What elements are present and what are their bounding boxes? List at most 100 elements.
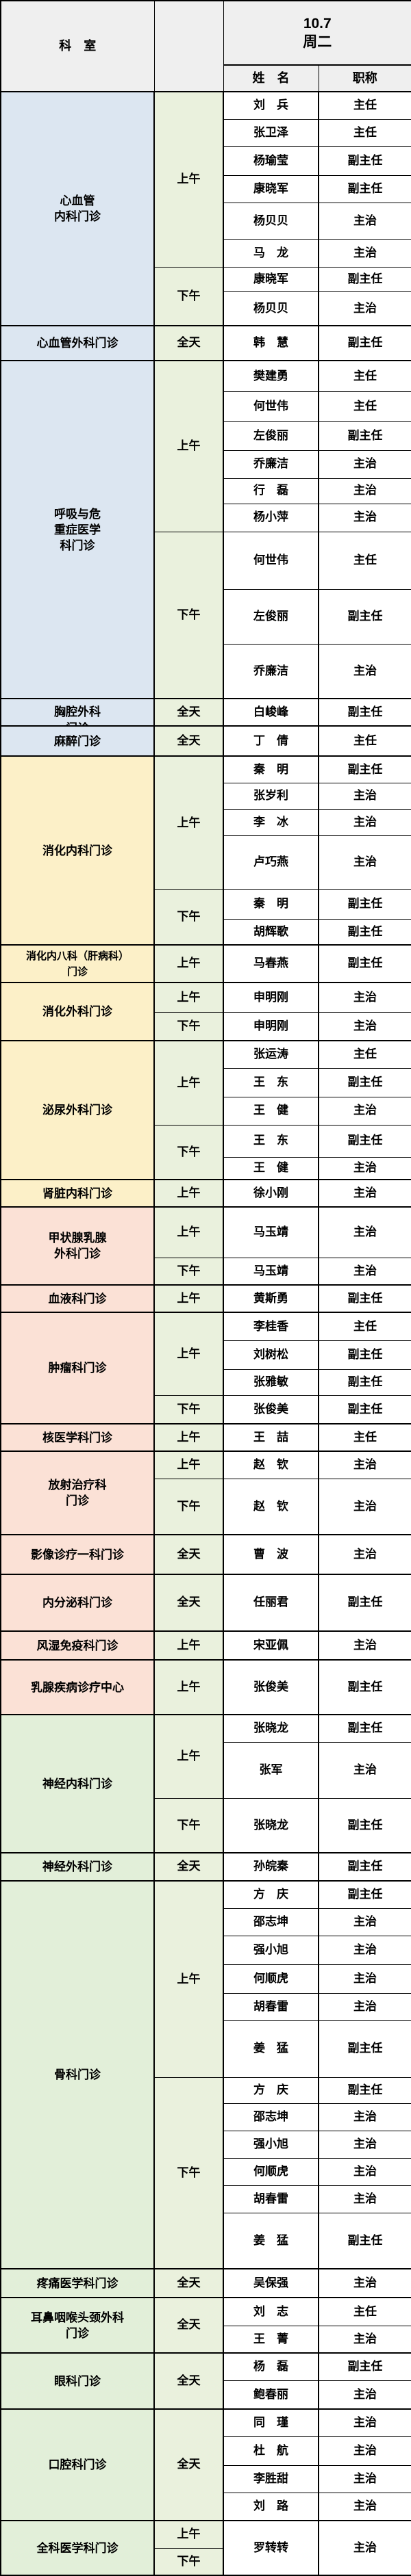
- table-row: 影像诊疗一科门诊全天曹 波主治: [1, 1535, 411, 1574]
- table-row: 胸腔外科门诊全天白峻峰副主任: [1, 699, 411, 726]
- name-cell: 杨 磊: [223, 2353, 319, 2380]
- name-cell: 罗转转: [223, 2521, 319, 2575]
- header-row-date: 科 室 10.7 周二: [1, 1, 411, 65]
- title-cell: 副主任: [319, 1574, 411, 1631]
- name-cell: 强小旭: [223, 1936, 319, 1964]
- name-cell: 卢巧燕: [223, 835, 319, 889]
- dept-cell: 血液科门诊: [1, 1285, 154, 1312]
- dept-label-line: 消化内科门诊: [1, 843, 153, 859]
- title-cell: 主治: [319, 478, 411, 504]
- title-cell: 主治: [319, 644, 411, 699]
- name-cell: 胡春雷: [223, 2185, 319, 2213]
- dept-label-line: 外科门诊: [1, 1246, 153, 1262]
- dept-label-line: 疼痛医学科门诊: [1, 2276, 153, 2291]
- name-cell: 张晓龙: [223, 1715, 319, 1742]
- title-cell: 副主任: [319, 326, 411, 361]
- title-cell: 主治: [319, 2269, 411, 2298]
- title-cell: 副主任: [319, 1125, 411, 1157]
- period-cell: 上午: [154, 1424, 223, 1451]
- title-cell: 副主任: [319, 756, 411, 783]
- name-cell: 邵志坤: [223, 1908, 319, 1936]
- table-row: 放射治疗科门诊上午赵 钦主治: [1, 1451, 411, 1479]
- title-cell: 主治: [319, 983, 411, 1012]
- period-cell: 全天: [154, 326, 223, 361]
- name-cell: 张卫泽: [223, 119, 319, 146]
- title-cell: 副主任: [319, 1285, 411, 1312]
- dept-cell: 心血管内科门诊: [1, 92, 154, 326]
- dept-label-line: 乳腺疾病诊疗中心: [1, 1680, 153, 1695]
- dept-cell: 肿瘤科门诊: [1, 1312, 154, 1424]
- period-cell: 上午: [154, 1041, 223, 1125]
- dept-cell: 甲状腺乳腺外科门诊: [1, 1207, 154, 1285]
- name-cell: 强小旭: [223, 2131, 319, 2158]
- dept-label-line: 肿瘤科门诊: [1, 1360, 153, 1376]
- table-row: 肾脏内科门诊上午徐小刚主治: [1, 1180, 411, 1207]
- title-cell: 主任: [319, 92, 411, 119]
- name-cell: 申明刚: [223, 1012, 319, 1041]
- period-cell: 全天: [154, 726, 223, 756]
- name-cell: 张岁利: [223, 783, 319, 809]
- title-cell: 主治: [319, 1479, 411, 1535]
- name-cell: 左俊丽: [223, 589, 319, 644]
- name-cell: 赵 钦: [223, 1451, 319, 1479]
- dept-cell: 麻醉门诊: [1, 726, 154, 756]
- name-cell: 杨贝贝: [223, 203, 319, 239]
- table-row: 血液科门诊上午黄斯勇副主任: [1, 1285, 411, 1312]
- title-cell: 主治: [319, 835, 411, 889]
- title-cell: 副主任: [319, 1395, 411, 1424]
- name-cell: 黄斯勇: [223, 1285, 319, 1312]
- name-cell: 方 庆: [223, 1881, 319, 1908]
- dept-cell: 消化内科门诊: [1, 756, 154, 945]
- period-cell: 上午: [154, 945, 223, 983]
- weekday-label: 周二: [224, 33, 411, 51]
- dept-cell: 消化外科门诊: [1, 983, 154, 1041]
- title-cell: 副主任: [319, 2020, 411, 2077]
- name-cell: 张俊美: [223, 1660, 319, 1715]
- name-cell: 秦 明: [223, 889, 319, 919]
- name-cell: 王 喆: [223, 1424, 319, 1451]
- title-cell: 主治: [319, 2465, 411, 2493]
- name-cell: 胡春雷: [223, 1993, 319, 2020]
- dept-label-line: 门诊: [1, 1493, 153, 1509]
- name-cell: 张俊美: [223, 1395, 319, 1424]
- title-cell: 主治: [319, 2131, 411, 2158]
- name-cell: 行 磊: [223, 478, 319, 504]
- title-cell: 主治: [319, 1742, 411, 1798]
- name-cell: 鲍春丽: [223, 2380, 319, 2409]
- dept-label-line: 泌尿外科门诊: [1, 1102, 153, 1118]
- name-cell: 胡辉歌: [223, 919, 319, 945]
- name-cell: 何顺虎: [223, 1964, 319, 1993]
- name-cell: 徐小刚: [223, 1180, 319, 1207]
- dept-label-line: 神经外科门诊: [1, 1859, 153, 1875]
- name-cell: 樊建勇: [223, 361, 319, 391]
- title-cell: 主治: [319, 2185, 411, 2213]
- dept-cell: 口腔科门诊: [1, 2409, 154, 2521]
- table-row: 甲状腺乳腺外科门诊上午马玉靖主治: [1, 1207, 411, 1258]
- period-cell: 上午: [154, 1285, 223, 1312]
- period-cell: 上午: [154, 92, 223, 267]
- name-cell: 康晓军: [223, 175, 319, 203]
- name-cell: 李 冰: [223, 809, 319, 835]
- name-cell: 姜 猛: [223, 2020, 319, 2077]
- period-cell: 下午: [154, 2548, 223, 2575]
- name-cell: 刘 志: [223, 2298, 319, 2326]
- period-cell: 下午: [154, 532, 223, 699]
- title-cell: 主任: [319, 1312, 411, 1340]
- dept-cell: 神经内科门诊: [1, 1715, 154, 1853]
- dept-label-line: 门诊: [1, 964, 153, 980]
- title-cell: 主任: [319, 2298, 411, 2326]
- title-column-header: 职称: [319, 65, 411, 92]
- name-cell: 孙皖秦: [223, 1853, 319, 1881]
- period-cell: 下午: [154, 1258, 223, 1285]
- title-cell: 副主任: [319, 2213, 411, 2269]
- period-cell: 下午: [154, 1395, 223, 1424]
- table-row: 麻醉门诊全天丁 倩主任: [1, 726, 411, 756]
- period-cell: 下午: [154, 267, 223, 326]
- name-cell: 宋亚佩: [223, 1631, 319, 1660]
- name-cell: 乔廉洁: [223, 450, 319, 478]
- dept-label-line: 全科医学科门诊: [1, 2540, 153, 2556]
- title-cell: 副主任: [319, 2353, 411, 2380]
- name-cell: 曹 波: [223, 1535, 319, 1574]
- period-cell: 上午: [154, 1715, 223, 1798]
